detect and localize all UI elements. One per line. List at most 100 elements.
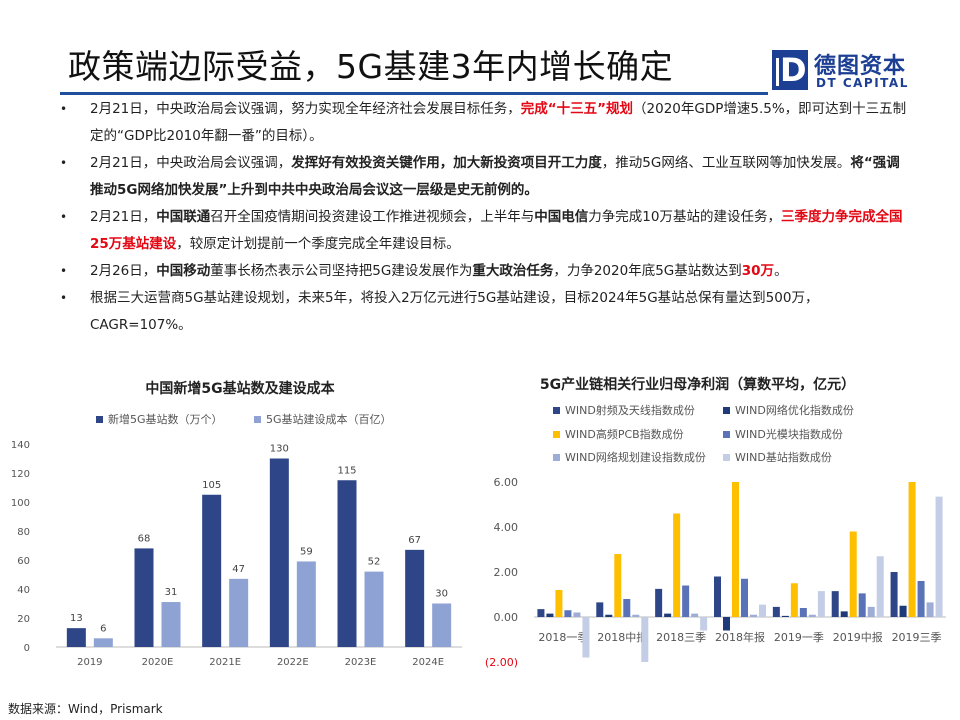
data-label: 13 [70,613,83,624]
legend-item: WIND基站指数成份 [723,449,832,465]
bar [700,617,708,631]
data-label: 59 [300,546,313,557]
legend-item: WIND网络规划建设指数成份 [553,449,706,465]
company-logo: D 德图资本 DT CAPITAL [772,48,922,94]
y-tick-label: 80 [17,527,30,538]
bullet-text-segment: 2月21日，中央政治局会议强调，努力实现全年经济社会发展目标任务， [90,101,521,117]
bullet-dot: • [60,102,68,116]
x-tick-label: 2023E [345,657,377,668]
y-tick-label: 2.00 [494,566,519,579]
data-label: 130 [270,444,289,455]
bar [66,628,86,647]
y-tick-label: 120 [11,469,30,480]
y-tick-label: 4.00 [494,521,519,534]
bar [682,585,690,617]
bar [917,581,925,617]
bullet-item: • 2月21日，中央政治局会议强调，发挥好有效投资关键作用，加大新投资项目开工力度… [58,150,910,204]
x-tick-label: 2020E [142,657,174,668]
legend-item: WIND射频及天线指数成份 [553,402,695,418]
legend-item: 新增5G基站数（万个） [96,411,223,427]
bar [741,578,748,617]
bar [605,614,613,617]
bar [723,617,730,631]
legend-item: WIND高频PCB指数成份 [553,426,684,442]
legend-item: WIND网络优化指数成份 [723,402,854,418]
chart-plot: 6.00 4.00 2.00 0.00 (2.00) 2018一季 2018中报 2018三季… [485,476,946,669]
legend-item: 5G基站建设成本（百亿） [254,411,392,427]
bar [908,482,916,617]
y-tick-label: 20 [17,614,30,625]
chart-title: 5G产业链相关行业归母净利润（算数平均，亿元） [539,377,856,393]
bullet-text-segment: 发挥好有效投资关键作用，加大新投资项目开工力度 [291,155,602,171]
x-tick-label: 2019 [77,657,102,668]
bullet-text-segment: （2020年GDP增速5.5%，即可达到十三五制定的“GDP比2010年翻一番”… [90,101,907,144]
bar [93,638,113,647]
x-tick-label: 2022E [277,657,309,668]
bar [134,548,154,647]
y-tick-label: 60 [17,556,30,567]
legend-swatch [553,431,560,438]
bar [546,613,554,617]
x-tick-label: 2019一季 [774,631,824,644]
bullet-text-segment: 中国联通 [156,209,211,225]
data-label: 47 [232,564,245,575]
data-source-note: 数据来源：Wind，Prismark [8,702,163,716]
bar [664,613,672,617]
bullet-item: • 2月26日，中国移动董事长杨杰表示公司坚持把5G建设发展作为重大政治任务，力争… [58,258,910,285]
bullet-text-segment: 根据三大运营商5G基站建设规划，未来5年，将投入2万亿元进行5G基站建设，目标2… [90,290,819,333]
y-tick-label: (2.00) [485,656,518,669]
legend-label: 5G基站建设成本（百亿） [266,413,392,426]
bullet-text-segment: 30万 [741,263,775,279]
legend-swatch [723,407,730,414]
data-label: 6 [100,623,106,634]
legend-swatch [723,431,730,438]
bar [691,613,699,617]
bar [655,588,663,617]
legend-label: WIND高频PCB指数成份 [565,428,684,441]
bullet-text-segment: ，推动5G网络、工业互联网等加快发展。 [601,155,851,171]
bullet-text-segment: 2月21日，中央政治局会议强调， [90,155,292,171]
bullet-text-segment: 中国电信 [534,209,589,225]
bar [632,614,640,617]
bar [781,615,789,617]
bullet-dot: • [60,156,68,170]
x-tick-label: 2019中报 [833,630,883,644]
x-tick-label: 2024E [412,657,444,668]
x-tick-label: 2018三季 [656,631,706,644]
bar [202,494,222,647]
y-tick-label: 40 [17,585,30,596]
legend-swatch [723,454,730,461]
bullet-text-segment: ，力争2020年底5G基站数达到 [553,263,742,279]
x-tick-label: 2018一季 [538,631,588,644]
legend-swatch [254,416,261,423]
bar [296,561,316,647]
bar [759,604,766,617]
bar [890,572,898,617]
bar [614,554,622,617]
bullet-text-segment: 三季度力争完成全国25万基站建设 [90,209,903,252]
data-label: 31 [165,587,178,598]
bar [432,603,452,647]
logo-english-name: DT CAPITAL [816,76,909,90]
bullet-text-segment: 2月26日， [90,263,157,279]
bar [790,583,798,617]
bullet-text-segment: 重大政治任务 [472,263,554,279]
bullet-text-segment: 完成“十三五”规划 [520,101,634,117]
x-tick-label: 2021E [209,657,241,668]
x-tick-label: 2018年报 [715,630,765,644]
bar [364,571,384,647]
bar [337,480,357,647]
bar [750,614,757,617]
page-title: 政策端边际受益，5G基建3年内增长确定 [68,47,674,86]
title-underline [60,92,768,95]
bar [641,617,649,662]
bar [714,576,721,617]
bar [926,602,934,617]
chart-5g-industry-profit: 5G产业链相关行业归母净利润（算数平均，亿元） WIND射频及天线指数成份 WI… [480,370,950,670]
bullet-item: • 2月21日，中央政治局会议强调，努力实现全年经济社会发展目标任务，完成“十三五… [58,96,910,150]
bar [673,513,681,617]
bar [161,602,181,647]
chart-5g-base-stations: 中国新增5G基站数及建设成本 新增5G基站数（万个） 5G基站建设成本（百亿） … [0,370,470,670]
bar [935,496,943,617]
bar [229,578,249,647]
